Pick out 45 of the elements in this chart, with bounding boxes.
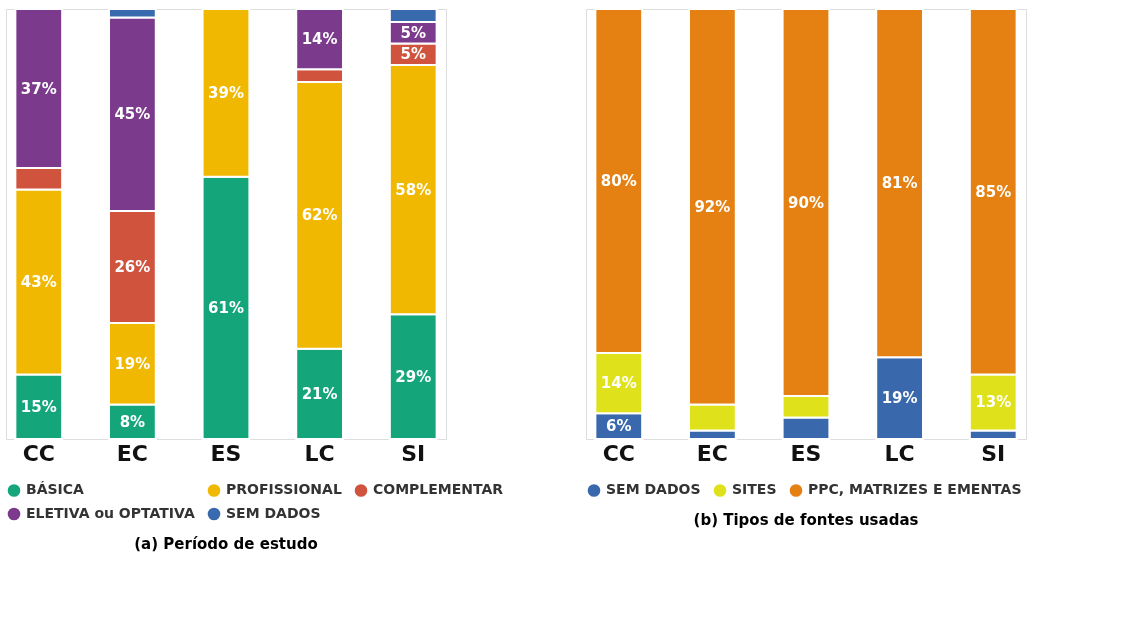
legend-label: BÁSICA <box>26 481 85 498</box>
data-label: 14% <box>600 374 637 393</box>
data-label: 85% <box>975 182 1012 201</box>
legend-label: SEM DADOS <box>606 481 701 498</box>
data-label: 19% <box>881 389 918 408</box>
data-label: 62% <box>301 206 338 225</box>
legend-label: ELETIVA ou OPTATIVA <box>26 505 195 521</box>
data-label: 81% <box>881 174 918 193</box>
x-tick-label: CC <box>22 440 55 466</box>
data-label: 21% <box>301 384 338 403</box>
x-tick-label: SI <box>401 440 426 466</box>
data-label: 14% <box>301 30 338 49</box>
data-label: 92% <box>694 197 731 216</box>
data-label: 61% <box>208 298 244 317</box>
x-tick-label: ES <box>790 440 822 466</box>
data-label: 5% <box>400 45 426 64</box>
data-label: 90% <box>788 193 824 212</box>
data-label: 43% <box>20 273 57 292</box>
data-label: 19% <box>114 354 151 373</box>
text: (a) Período de estudo <box>134 535 318 553</box>
x-tick-label: ES <box>210 440 242 466</box>
data-label: 13% <box>975 393 1012 412</box>
data-label: 5% <box>400 23 426 42</box>
x-tick-label: LC <box>884 440 915 466</box>
legend-label: SITES <box>732 481 777 498</box>
data-label: 45% <box>114 105 151 124</box>
x-tick-label: EC <box>116 440 148 466</box>
legend-label: PPC, MATRIZES E EMENTAS <box>808 481 1022 498</box>
data-label: 37% <box>20 79 57 98</box>
data-label: 15% <box>20 397 57 416</box>
legend-label: SEM DADOS <box>226 505 321 521</box>
legend-label: PROFISSIONAL <box>226 481 342 498</box>
data-label: 58% <box>395 180 432 199</box>
x-tick-label: SI <box>981 440 1006 466</box>
x-tick-label: CC <box>602 440 635 466</box>
x-tick-label: EC <box>696 440 728 466</box>
data-label: 39% <box>208 83 244 102</box>
x-tick-label: LC <box>304 440 335 466</box>
text: (b) Tipos de fontes usadas <box>693 511 919 529</box>
data-label: 6% <box>606 417 632 436</box>
legend-label: COMPLEMENTAR <box>373 481 504 498</box>
data-label: 26% <box>114 258 151 276</box>
data-label: 29% <box>395 367 432 386</box>
data-label: 80% <box>600 172 637 190</box>
data-label: 8% <box>119 412 146 431</box>
